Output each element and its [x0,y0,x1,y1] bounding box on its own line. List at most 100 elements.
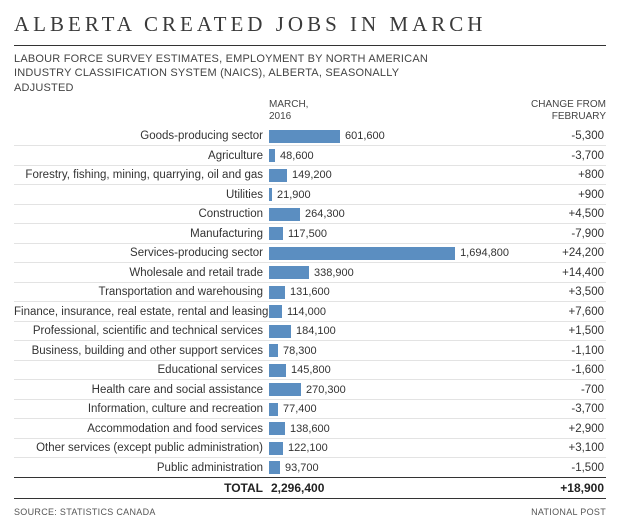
row-value: 149,200 [292,169,332,181]
row-bar [269,286,285,299]
chart-subtitle: LABOUR FORCE SURVEY ESTIMATES, EMPLOYMEN… [14,52,434,95]
header-label-spacer [14,99,269,123]
total-change: +18,900 [509,481,606,495]
table-row: Forestry, fishing, mining, quarrying, oi… [14,166,606,186]
row-bar-cell: 270,300 [269,383,509,396]
row-value: 338,900 [314,267,354,279]
row-bar-cell: 601,600 [269,130,509,143]
header-change-l1: CHANGE FROM [531,99,606,110]
table-row: Construction 264,300 +4,500 [14,205,606,225]
row-change: +2,900 [509,423,606,435]
row-label: Educational services [14,364,269,376]
row-value: 48,600 [280,150,314,162]
row-value: 184,100 [296,325,336,337]
row-value: 138,600 [290,423,330,435]
table-row: Educational services145,800-1,600 [14,361,606,381]
row-bar [269,461,280,474]
row-change: +7,600 [509,306,606,318]
row-bar [269,344,278,357]
row-value: 122,100 [288,442,328,454]
row-change: +14,400 [509,267,606,279]
row-bar-cell: 117,500 [269,227,509,240]
row-bar-cell: 338,900 [269,266,509,279]
footer-brand: NATIONAL POST [531,507,606,517]
top-rule [14,45,606,46]
total-label: TOTAL [14,481,269,495]
row-change: -5,300 [509,130,606,142]
row-bar [269,130,340,143]
header-change-l2: FEBRUARY [552,111,606,122]
table-row: Goods-producing sector601,600-5,300 [14,127,606,147]
row-bar [269,364,286,377]
chart-title: ALBERTA CREATED JOBS IN MARCH [14,12,606,37]
row-label: Professional, scientific and technical s… [14,325,269,337]
row-bar-cell: 145,800 [269,364,509,377]
row-bar-cell: 48,600 [269,149,509,162]
row-bar [269,422,285,435]
row-bar [269,188,272,201]
row-bar [269,266,309,279]
table-row: Business, building and other support ser… [14,341,606,361]
header-march: MARCH, 2016 [269,99,364,123]
row-change: -700 [509,384,606,396]
row-change: -1,100 [509,345,606,357]
row-change: +3,100 [509,442,606,454]
row-label: Services-producing sector [14,247,269,259]
row-bar-cell: 21,900 [269,188,509,201]
row-change: +24,200 [509,247,606,259]
row-change: +3,500 [509,286,606,298]
row-label: Transportation and warehousing [14,286,269,298]
row-bar [269,325,291,338]
row-bar-cell: 122,100 [269,442,509,455]
row-bar [269,383,301,396]
row-bar [269,403,278,416]
row-bar-cell: 131,600 [269,286,509,299]
header-change: CHANGE FROM FEBRUARY [364,99,606,123]
row-value: 77,400 [283,403,317,415]
table-row: Accommodation and food services138,600+2… [14,419,606,439]
row-change: -3,700 [509,403,606,415]
table-row: Health care and social assistance 270,300… [14,380,606,400]
row-change: -7,900 [509,228,606,240]
row-bar-cell: 149,200 [269,169,509,182]
table-row: Finance, insurance, real estate, rental … [14,302,606,322]
total-row: TOTAL 2,296,400 +18,900 [14,478,606,499]
row-label: Utilities [14,189,269,201]
row-change: -1,600 [509,364,606,376]
header-march-l1: MARCH, [269,99,308,110]
header-march-l2: 2016 [269,111,291,122]
row-bar [269,208,300,221]
row-bar [269,149,275,162]
row-bar [269,227,283,240]
row-value: 264,300 [305,208,345,220]
row-value: 270,300 [306,384,346,396]
table-row: Agriculture 48,600 -3,700 [14,146,606,166]
row-label: Agriculture [14,150,269,162]
table-row: Manufacturing117,500-7,900 [14,224,606,244]
row-label: Information, culture and recreation [14,403,269,415]
row-bar [269,169,287,182]
row-label: Construction [14,208,269,220]
row-value: 1,694,800 [460,247,509,259]
row-bar-cell: 78,300 [269,344,509,357]
row-bar-cell: 264,300 [269,208,509,221]
row-label: Health care and social assistance [14,384,269,396]
row-bar [269,305,282,318]
row-change: +4,500 [509,208,606,220]
row-bar-cell: 93,700 [269,461,509,474]
footer-source: SOURCE: STATISTICS CANADA [14,507,156,517]
data-rows: Goods-producing sector601,600-5,300Agric… [14,127,606,478]
row-label: Wholesale and retail trade [14,267,269,279]
table-row: Utilities21,900+900 [14,185,606,205]
column-headers: MARCH, 2016 CHANGE FROM FEBRUARY [14,99,606,123]
row-bar-cell: 138,600 [269,422,509,435]
row-value: 117,500 [288,228,327,240]
row-label: Finance, insurance, real estate, rental … [14,306,269,318]
row-change: -3,700 [509,150,606,162]
row-bar [269,247,455,260]
row-label: Goods-producing sector [14,130,269,142]
table-row: Other services (except public administra… [14,439,606,459]
row-change: -1,500 [509,462,606,474]
table-row: Services-producing sector 1,694,800+24,20… [14,244,606,264]
total-value: 2,296,400 [269,481,509,495]
